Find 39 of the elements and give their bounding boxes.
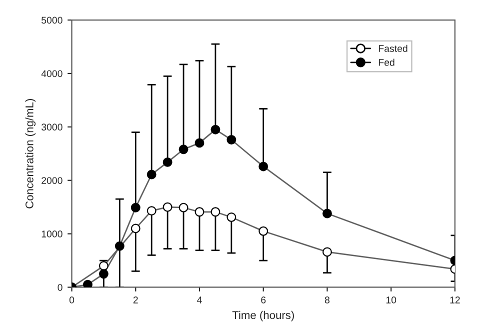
point: [178, 202, 188, 212]
y-axis-title: Concentration (ng/mL): [25, 99, 36, 208]
point: [226, 135, 236, 144]
point: [146, 206, 156, 216]
x-tick-label: 0: [69, 296, 74, 304]
x-tick-label: 8: [324, 296, 330, 304]
x-tick-label: 10: [386, 296, 396, 304]
point: [98, 261, 108, 271]
point: [322, 208, 332, 218]
point: [162, 157, 172, 167]
y-tick-label: 1000: [42, 230, 62, 238]
legend-label: Fasted: [378, 44, 408, 52]
point: [210, 124, 220, 134]
point: [130, 224, 140, 234]
point: [194, 138, 204, 148]
point: [210, 207, 220, 217]
y-tick-label: 5000: [42, 16, 62, 24]
point: [98, 269, 108, 279]
point: [226, 212, 236, 222]
x-tick-label: 12: [450, 296, 460, 304]
point: [322, 247, 332, 257]
point: [146, 170, 156, 180]
x-axis-title: Time (hours): [232, 310, 294, 322]
legend-label: Fed: [378, 58, 394, 66]
point: [258, 162, 268, 172]
y-tick-label: 4000: [41, 70, 62, 78]
point: [258, 226, 268, 236]
point: [162, 202, 172, 212]
point: [130, 202, 140, 212]
point: [114, 241, 124, 251]
x-tick-label: 6: [261, 296, 266, 304]
y-tick-label: 0: [58, 284, 62, 291]
point: [178, 144, 188, 154]
x-tick-label: 2: [133, 296, 138, 304]
point: [194, 207, 204, 217]
x-tick-label: 4: [197, 296, 202, 304]
point: [83, 280, 92, 288]
y-tick-label: 2000: [42, 177, 62, 184]
y-tick-label: 3000: [41, 124, 62, 131]
